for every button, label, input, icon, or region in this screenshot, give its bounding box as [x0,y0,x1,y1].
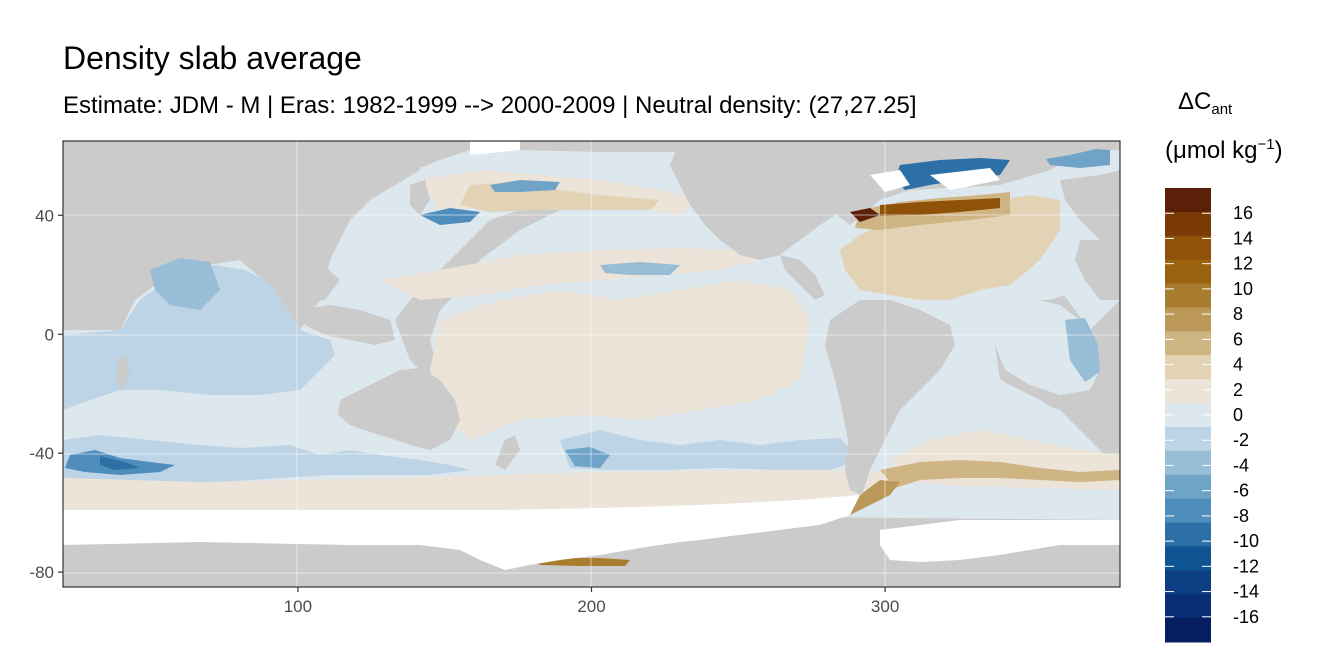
colorbar-swatch [1165,546,1211,571]
legend-unit-suffix: ) [1274,137,1283,164]
y-tick-label: 0 [45,325,54,344]
ocean-region [150,258,220,310]
colorbar-swatch [1165,331,1211,356]
legend-title-main: ΔC [1178,88,1212,115]
legend-title: ΔCant [1178,88,1232,118]
plot-subtitle: Estimate: JDM - M | Eras: 1982-1999 --> … [63,92,917,119]
land-eurasia [63,141,420,275]
ocean-region [880,460,1120,488]
ocean-region [63,435,470,482]
colorbar-swatch [1165,379,1211,404]
y-tick-label: -80 [29,563,54,582]
colorbar-swatch [1165,594,1211,619]
colorbar-label: -12 [1233,556,1259,576]
colorbar-label: -2 [1233,430,1249,450]
no-data-region [63,495,860,570]
colorbar-label: -8 [1233,506,1249,526]
colorbar-label: -16 [1233,607,1259,627]
land-europe [1060,170,1120,240]
colorbar-swatch [1165,474,1211,500]
colorbar-swatch [1165,355,1211,380]
land-central-america [780,255,825,300]
legend-unit-prefix: (μmol kg [1165,137,1258,164]
colorbar-label: 4 [1233,355,1243,375]
ocean-region [600,262,680,275]
colorbar-swatch [1165,188,1211,213]
land-africa [63,141,130,330]
colorbar-swatch [1165,570,1211,595]
land-indochina [275,260,340,305]
colorbar-label: 12 [1233,254,1253,274]
ocean-region [490,180,560,192]
colorbar-label: -6 [1233,481,1249,501]
ocean-region [420,208,480,225]
colorbar-swatch [1165,498,1211,524]
colorbar-label: -4 [1233,455,1249,475]
colorbar-swatch [1165,211,1211,237]
legend-unit: (μmol kg−1) [1165,136,1283,165]
land-madagascar [116,355,130,390]
ocean-region [63,265,335,440]
colorbar-label: 16 [1233,203,1253,223]
legend-title-sub: ant [1211,101,1233,118]
land-north-america [670,141,880,260]
no-data-region [880,520,1120,562]
colorbar-swatch [1165,618,1211,643]
ocean-region [380,248,760,300]
colorbar-swatch [1165,426,1211,452]
colorbar-label: -10 [1233,531,1259,551]
no-data-region [870,170,910,192]
colorbar-swatch [1165,450,1211,476]
colorbar-swatch [1165,283,1211,308]
ocean-region [100,456,140,470]
land-south-america [825,300,955,495]
ocean-region [560,430,860,470]
x-tick-label: 100 [284,597,312,616]
x-tick-label: 200 [577,597,605,616]
y-tick-label: 40 [35,206,54,225]
colorbar-label: 14 [1233,228,1253,248]
colorbar-swatch [1165,522,1211,547]
y-tick-label: -40 [29,444,54,463]
colorbar-label: 2 [1233,380,1243,400]
colorbar-swatch [1165,307,1211,332]
land-new-zealand [495,435,520,470]
colorbar: 16 14 12 10 8 6 4 2 0 -2 -4 -6 -8 -10 -12 -14 -16 [1165,188,1259,643]
ocean-region [565,447,610,468]
colorbar-label: 10 [1233,279,1253,299]
no-data-region [930,168,1000,190]
x-tick-label: 300 [871,597,899,616]
colorbar-swatch [1165,235,1211,261]
land-japan [410,180,430,215]
colorbar-label: 0 [1233,405,1243,425]
ocean-region [1065,318,1100,382]
plot-title: Density slab average [63,40,362,76]
ocean-region [63,470,905,510]
colorbar-label: 6 [1233,329,1243,349]
land-africa-east [1075,240,1120,300]
land-greenland-europe [1030,141,1120,160]
colorbar-label: -14 [1233,582,1259,602]
land-australia [338,368,460,450]
colorbar-label: 8 [1233,304,1243,324]
ocean-region [880,198,1000,216]
ocean-region [430,280,810,440]
legend-unit-sup: −1 [1257,136,1275,153]
no-data-region [470,141,520,155]
grid-lines [63,141,1120,587]
